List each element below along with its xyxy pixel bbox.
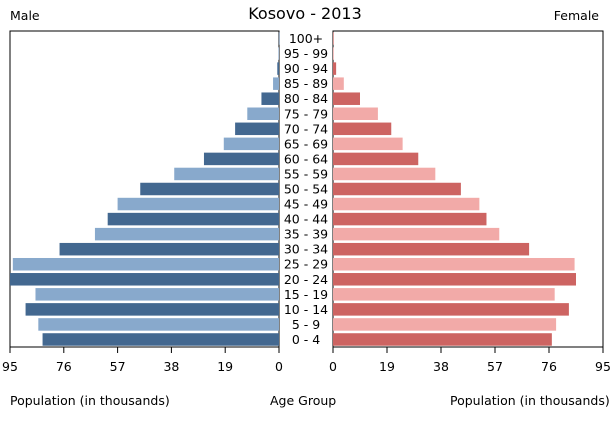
age-group-tick-label: 75 - 79 [284,106,328,121]
male-bar-80-84 [261,92,279,105]
female-x-tick-label: 76 [541,359,557,374]
female-bar-15-19 [333,288,555,301]
male-x-tick-label: 95 [2,359,18,374]
male-bar-55-59 [174,167,279,181]
female-bar-5-9 [333,318,557,331]
female-x-axis-label: Population (in thousands) [450,393,610,408]
male-label: Male [10,8,40,23]
age-group-tick-label: 80 - 84 [284,91,328,106]
male-x-tick-label: 0 [275,359,283,374]
male-bar-90-94 [277,62,279,75]
female-bar-90-94 [333,62,337,75]
age-group-tick-label: 85 - 89 [284,76,328,91]
male-bar-75-79 [247,107,279,121]
age-group-tick-label: 95 - 99 [284,46,328,61]
male-bar-25-29 [12,257,280,271]
male-bar-15-19 [35,288,280,301]
female-bar-50-54 [333,182,461,196]
male-bar-95-99 [278,47,280,60]
male-bar-35-39 [94,227,280,241]
female-bar-10-14 [333,303,569,316]
female-bar-40-44 [333,212,487,226]
age-group-label: Age Group [270,393,337,408]
female-bar-65-69 [333,137,403,151]
female-bar-80-84 [333,92,360,105]
age-group-tick-label: 20 - 24 [284,272,328,287]
age-group-tick-label: 35 - 39 [284,227,328,242]
male-bar-40-44 [107,212,279,226]
age-group-tick-label: 0 - 4 [292,332,320,347]
age-group-tick-label: 90 - 94 [284,61,328,76]
male-bar-85-89 [273,77,279,90]
female-x-tick-label: 95 [595,359,610,374]
male-bar-10-14 [25,303,279,316]
age-group-tick-label: 55 - 59 [284,166,328,181]
female-x-tick-label: 57 [487,359,503,374]
age-group-tick-label: 50 - 54 [284,182,328,197]
female-bar-100+ [333,32,334,45]
female-bar-0-4 [333,333,552,346]
male-x-tick-label: 76 [56,359,72,374]
male-bar-60-64 [203,152,279,166]
female-bar-85-89 [333,77,344,90]
age-group-tick-label: 15 - 19 [284,287,328,302]
male-bar-65-69 [223,137,279,151]
male-bar-50-54 [140,182,279,196]
age-group-tick-label: 45 - 49 [284,197,328,212]
female-bar-95-99 [333,47,334,60]
male-bar-45-49 [117,197,279,211]
age-group-tick-label: 60 - 64 [284,151,328,166]
female-bar-20-24 [333,273,576,286]
female-bar-25-29 [333,257,575,271]
age-group-tick-label: 10 - 14 [284,302,328,317]
female-bar-60-64 [333,152,419,166]
male-x-axis-label: Population (in thousands) [10,393,170,408]
male-x-tick-label: 38 [163,359,179,374]
female-label: Female [553,8,599,23]
age-group-tick-label: 30 - 34 [284,242,328,257]
female-bar-35-39 [333,227,500,241]
age-group-tick-label: 40 - 44 [284,212,328,227]
age-group-tick-label: 70 - 74 [284,121,328,136]
age-group-tick-label: 5 - 9 [292,317,320,332]
female-bar-45-49 [333,197,480,211]
female-bar-30-34 [333,242,530,256]
female-x-tick-label: 38 [433,359,449,374]
male-x-tick-label: 19 [217,359,233,374]
female-bar-55-59 [333,167,436,181]
male-bar-30-34 [59,242,280,256]
male-bar-20-24 [10,273,279,286]
age-group-tick-label: 65 - 69 [284,136,328,151]
male-bar-70-74 [235,122,279,136]
age-group-tick-label: 100+ [289,31,323,46]
female-bar-75-79 [333,107,378,121]
male-bar-100+ [278,32,280,45]
male-bar-5-9 [38,318,279,331]
age-group-tick-label: 25 - 29 [284,257,328,272]
female-x-tick-label: 19 [379,359,395,374]
male-bar-0-4 [42,333,279,346]
chart-title: Kosovo - 2013 [248,4,362,23]
female-x-tick-label: 0 [329,359,337,374]
female-bar-70-74 [333,122,392,136]
male-x-tick-label: 57 [110,359,126,374]
